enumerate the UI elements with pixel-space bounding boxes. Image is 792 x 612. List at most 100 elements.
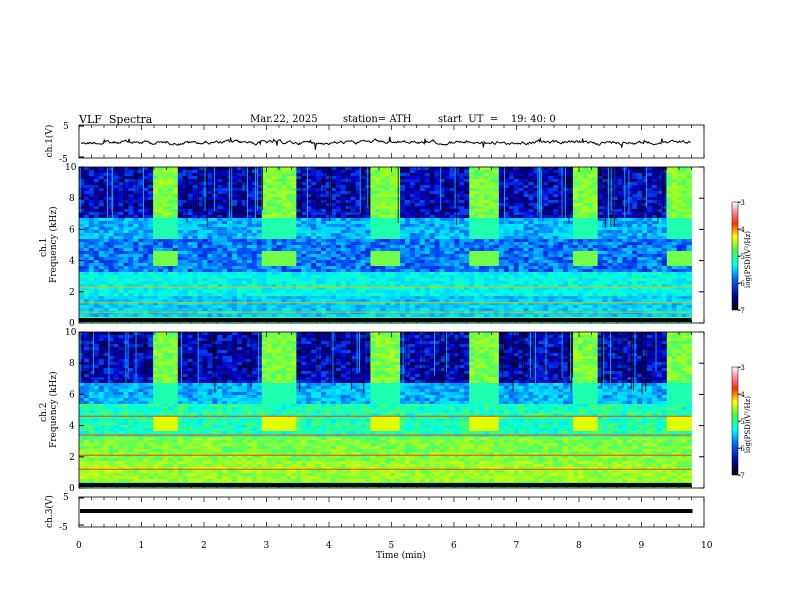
spectrogram-cell [286, 239, 292, 243]
spectrogram-cell [88, 206, 95, 210]
spectrogram-cell [93, 254, 100, 258]
spectrogram-cell [409, 182, 416, 186]
spectrogram-cell [350, 182, 357, 186]
spectrogram-cell [143, 224, 149, 228]
spectrogram-cell [572, 257, 579, 261]
spectrogram-cell [128, 284, 134, 288]
spectrogram-cell [439, 278, 445, 282]
spectrogram-cell [632, 185, 638, 189]
spectrogram-cell [385, 173, 391, 177]
spectrogram-cell [217, 182, 223, 186]
spectrogram-cell [651, 239, 658, 243]
spectrogram-cell [572, 212, 579, 216]
spectrogram-cell [266, 245, 273, 249]
spectrogram-cell [414, 176, 421, 180]
spectrogram-cell [543, 218, 549, 222]
spectrogram-cell [301, 275, 307, 279]
spectrogram-cell [276, 179, 282, 183]
spectrogram-cell [197, 173, 203, 177]
spectrogram-cell [647, 179, 653, 183]
spectrogram-cell [553, 179, 559, 183]
spectrogram-cell [469, 221, 475, 225]
spectrogram-cell [301, 179, 307, 183]
spectrogram-cell [138, 218, 144, 222]
spectrogram-cell [286, 182, 292, 186]
spectrogram-cell [429, 173, 436, 177]
spectrogram-cell [474, 257, 480, 261]
spectrogram-cell [518, 257, 524, 261]
spectrogram-cell [602, 251, 608, 255]
spectrogram-cell [612, 194, 618, 198]
spectrogram-cell [587, 197, 594, 201]
spectrogram-cell [385, 266, 391, 270]
spectrogram-cell [380, 185, 386, 189]
spectrogram-cell [474, 206, 480, 210]
spectrogram-cell [676, 206, 683, 210]
spectrogram-cell [375, 215, 381, 219]
spectrogram-cell [311, 248, 317, 252]
spectrogram-cell [484, 185, 490, 189]
spectrogram-cell [158, 263, 164, 267]
spectrogram-cell [256, 230, 263, 234]
spectrogram-cell [513, 281, 520, 285]
spectrogram-cell [607, 242, 613, 246]
spectrogram-cell [197, 179, 203, 183]
spectrogram-cell [325, 248, 332, 252]
spectrogram-cell [148, 251, 154, 255]
spectrogram-cell [488, 257, 495, 261]
spectrogram-cell [266, 236, 273, 240]
spectrogram-cell [617, 218, 623, 222]
spectrogram-cell [79, 275, 85, 279]
spectrogram-cell [365, 266, 371, 270]
spectrogram-cell [523, 254, 529, 258]
spectrogram-cell [449, 281, 455, 285]
spectrogram-cell [217, 272, 223, 276]
spectrogram-cell [553, 224, 559, 228]
spectrogram-cell [83, 221, 90, 225]
spectrogram-cell [172, 281, 179, 285]
spectrogram-cell [227, 284, 233, 288]
spectrogram-cell [444, 212, 450, 216]
spectrogram-cell [261, 188, 268, 192]
spectrogram-cell [98, 185, 105, 189]
spectrogram-cell [375, 221, 381, 225]
spectrogram-cell [656, 206, 663, 210]
spectrogram-cell [316, 239, 322, 243]
spectrogram-cell [419, 254, 426, 258]
spectrogram-cell [479, 269, 485, 273]
spectrogram-cell [671, 281, 678, 285]
spectrogram-cell [360, 203, 366, 207]
spectrogram-cell [98, 275, 105, 279]
spectrogram-cell [355, 203, 361, 207]
spectrogram-cell [681, 221, 687, 225]
spectrogram-cell [370, 194, 376, 198]
spectrogram-cell [316, 176, 322, 180]
spectrogram-cell [449, 260, 455, 264]
spectrogram-cell [108, 257, 114, 261]
spectrogram-cell [281, 284, 287, 288]
spectrogram-cell [681, 272, 687, 276]
spectrogram-cell [528, 194, 534, 198]
spectrogram-cell [321, 281, 327, 285]
spectrogram-cell [577, 194, 584, 198]
spectrogram-cell [444, 179, 450, 183]
spectrogram-cell [493, 215, 500, 219]
spectrogram-cell [380, 176, 386, 180]
spectrogram-cell [454, 266, 460, 270]
spectrogram-cell [484, 203, 490, 207]
spectrogram-cell [543, 206, 549, 210]
spectrogram-cell [666, 215, 673, 219]
spectrogram-cell [405, 197, 411, 201]
spectrogram-cell [325, 218, 332, 222]
spectrogram-cell [409, 263, 416, 267]
spectrogram-cell [88, 257, 95, 261]
spectrogram-cell [192, 272, 198, 276]
spectrogram-cell [138, 275, 144, 279]
spectrogram-cell [409, 260, 416, 264]
spectrogram-cell [370, 215, 376, 219]
spectrogram-cell [360, 236, 366, 240]
spectrogram-cell [133, 257, 139, 261]
spectrogram-cell [83, 239, 90, 243]
spectrogram-cell [424, 239, 431, 243]
spectrogram-cell [637, 173, 643, 177]
